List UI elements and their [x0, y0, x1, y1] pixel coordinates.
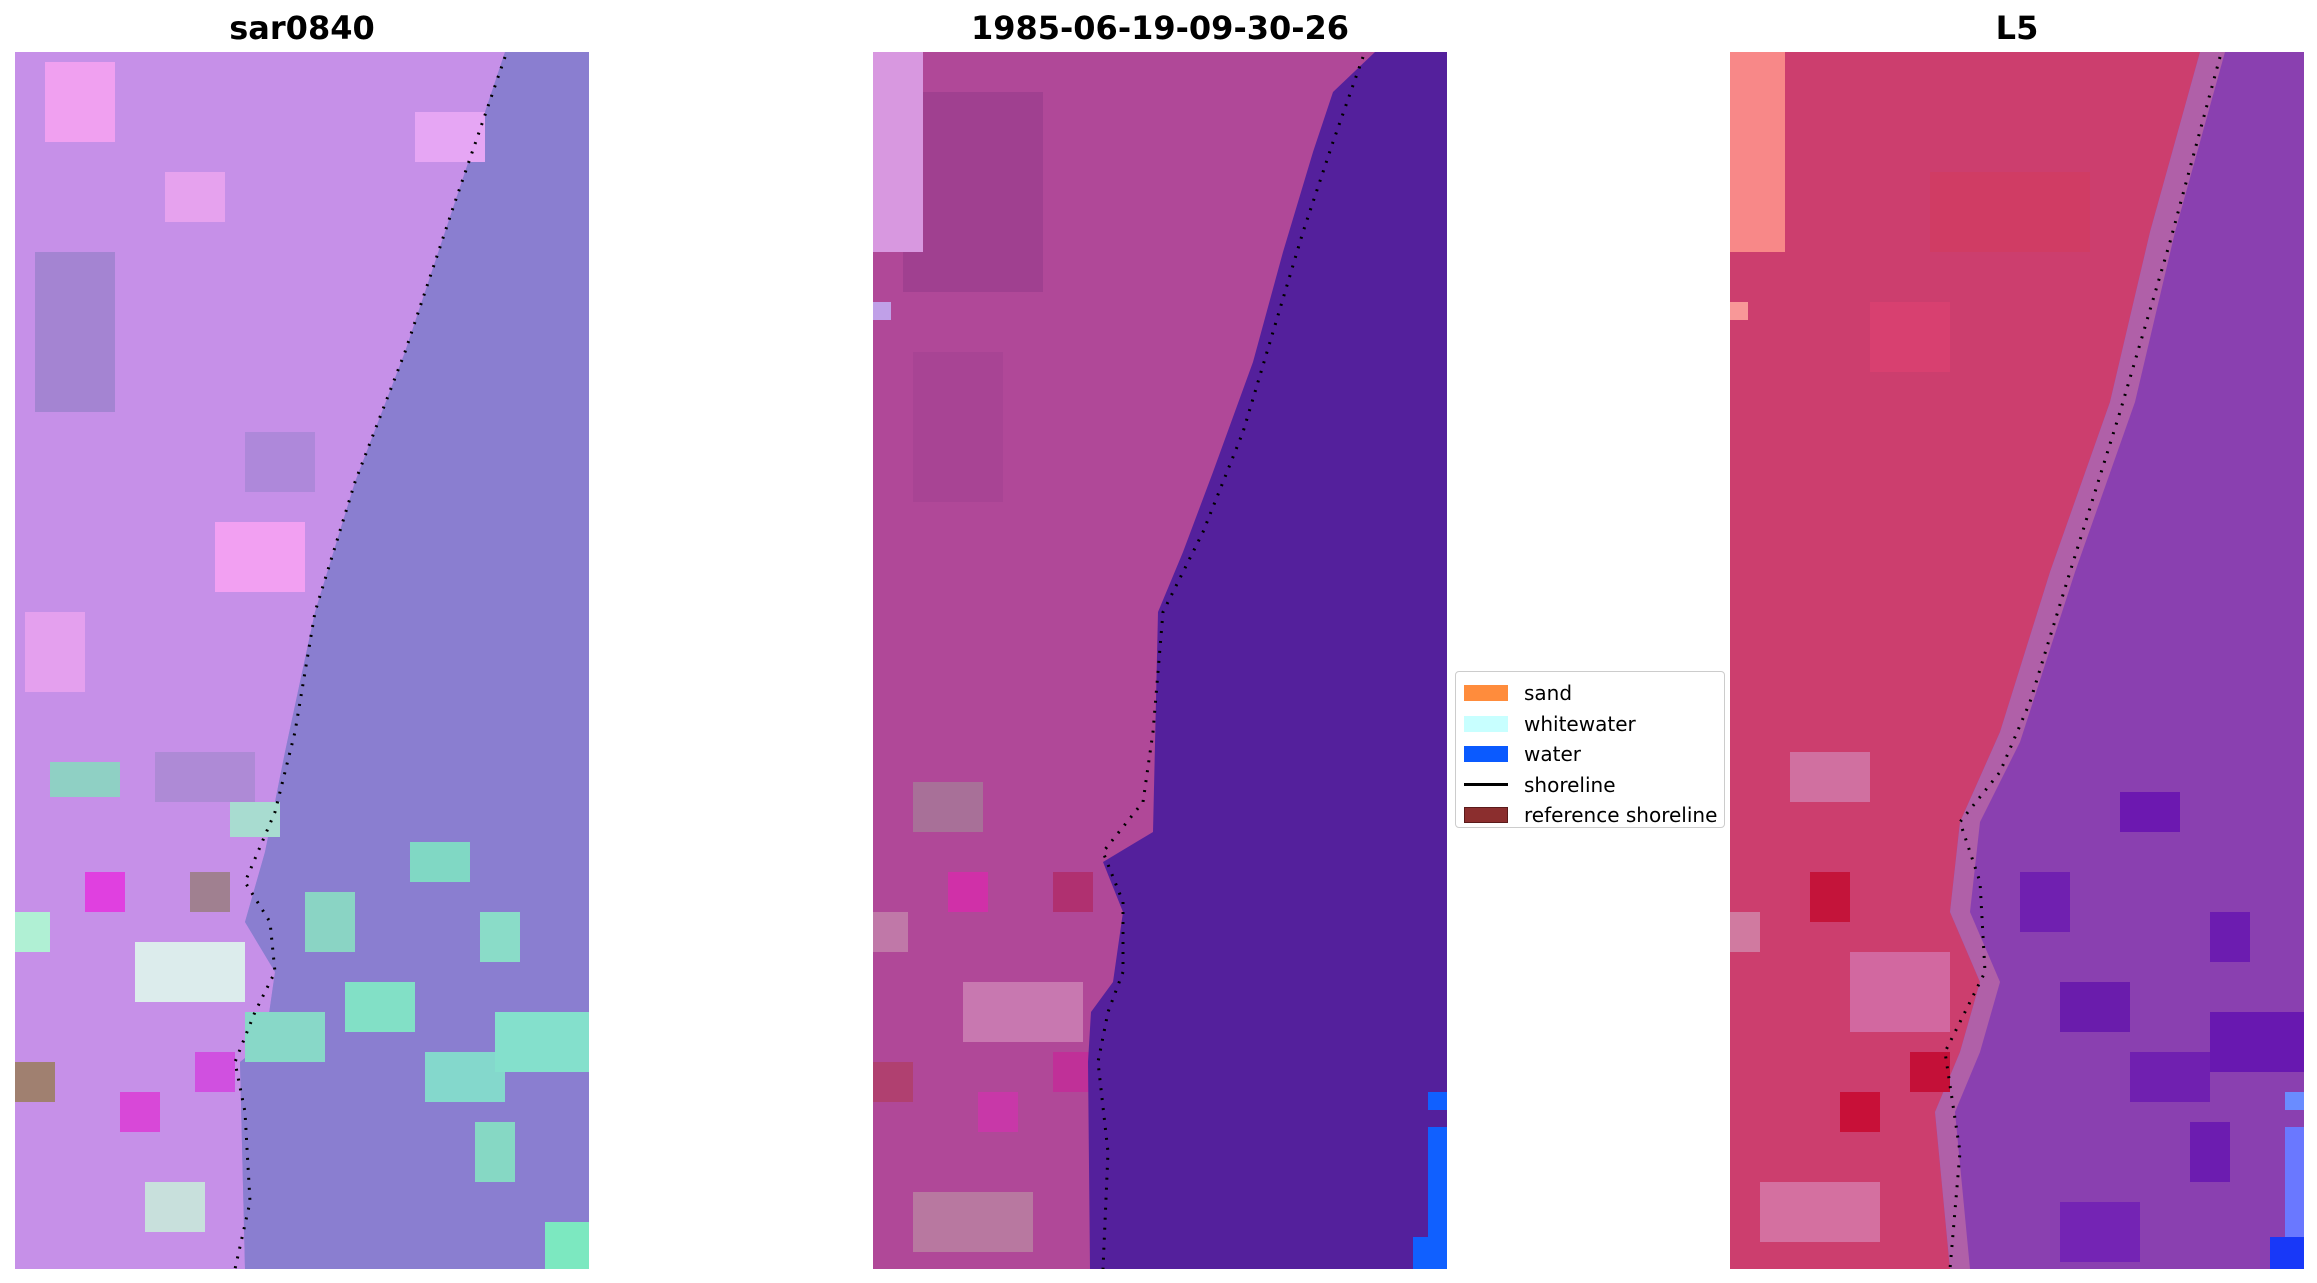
- legend-item-shoreline: shoreline: [1464, 770, 1716, 801]
- legend-label-shoreline: shoreline: [1524, 772, 1616, 797]
- classified-image-panel: [873, 52, 1447, 1269]
- legend-swatch-reference-shoreline: [1464, 807, 1508, 824]
- legend-item-sand: sand: [1464, 678, 1716, 709]
- legend-swatch-whitewater: [1464, 715, 1508, 732]
- legend-swatch-shoreline: [1464, 783, 1508, 787]
- legend-label-sand: sand: [1524, 681, 1573, 706]
- panel-title-l5: L5: [1995, 9, 2039, 47]
- legend-label-water: water: [1524, 742, 1581, 767]
- panel-title-sar: sar0840: [229, 9, 375, 47]
- legend-item-whitewater: whitewater: [1464, 709, 1716, 740]
- l5-image-panel: [1730, 52, 2304, 1269]
- legend-swatch-sand: [1464, 685, 1508, 702]
- legend: sand whitewater water shoreline referenc…: [1455, 671, 1725, 828]
- legend-swatch-water: [1464, 746, 1508, 763]
- panel-title-classified: 1985-06-19-09-30-26: [970, 9, 1350, 47]
- legend-item-reference-shoreline: reference shoreline: [1464, 800, 1718, 831]
- legend-item-water: water: [1464, 739, 1716, 770]
- legend-label-whitewater: whitewater: [1524, 711, 1636, 736]
- rgb-image-panel: [15, 52, 589, 1269]
- legend-label-reference-shoreline: reference shoreline: [1524, 803, 1718, 828]
